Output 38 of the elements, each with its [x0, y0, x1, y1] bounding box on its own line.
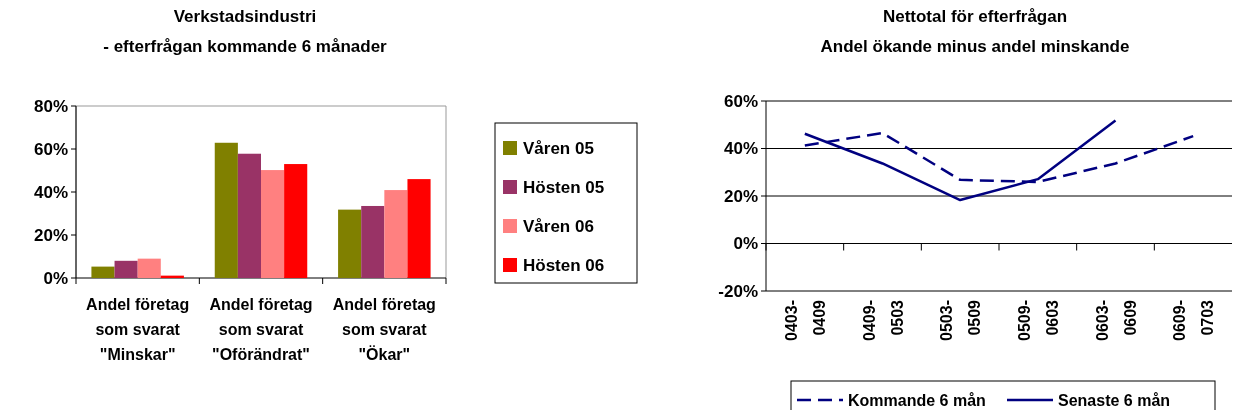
x-tick-label: 0503-0509 [938, 299, 984, 341]
bar [237, 153, 261, 278]
y-tick-label: 20% [723, 186, 758, 206]
y-tick-label: 40% [33, 182, 68, 202]
y-tick-label: 60% [723, 91, 758, 111]
legend-label: Kommande 6 mån [848, 391, 986, 409]
chart-title: Nettotal för efterfrågan Andel ökande minus andel minskande [820, 7, 1130, 56]
bar [361, 205, 385, 278]
bar [407, 179, 431, 278]
x-tick-label: 0509-0603 [1015, 299, 1061, 341]
y-tick-label: 40% [723, 139, 758, 159]
legend-label: Våren 06 [523, 216, 594, 236]
y-tick-label: 0% [733, 234, 758, 254]
legend-label: Senaste 6 mån [1058, 391, 1171, 409]
x-tick-label: Andel företag som svarat "Minskar" [86, 296, 190, 363]
legend-label: Våren 05 [523, 138, 594, 158]
y-tick-label: -20% [718, 281, 758, 301]
y-tick-label: 0% [43, 268, 68, 288]
legend-label: Hösten 05 [523, 177, 605, 197]
x-tick-label: 0603-0609 [1093, 299, 1139, 341]
bar [214, 142, 238, 278]
chart-title: Verkstadsindustri - efterfrågan kommande 6 månader [103, 7, 388, 56]
x-tick-label: Andel företag som svarat "Oförändrat" [209, 296, 313, 363]
x-tick-label: 0609-0703 [1171, 299, 1217, 341]
x-tick-label: Andel företag som svarat "Ökar" [332, 296, 436, 363]
y-tick-label: 80% [33, 96, 68, 116]
bar [91, 266, 115, 278]
x-tick-label: 0403-0409 [782, 299, 828, 341]
bar [338, 209, 362, 278]
x-tick-label: 0409-0503 [860, 299, 906, 341]
bar [137, 258, 161, 278]
bar [284, 164, 308, 278]
y-tick-label: 60% [33, 139, 68, 159]
y-tick-label: 20% [33, 225, 68, 245]
bar [384, 190, 408, 278]
legend-label: Hösten 06 [523, 255, 605, 275]
bar [261, 170, 285, 278]
bar [114, 260, 138, 278]
